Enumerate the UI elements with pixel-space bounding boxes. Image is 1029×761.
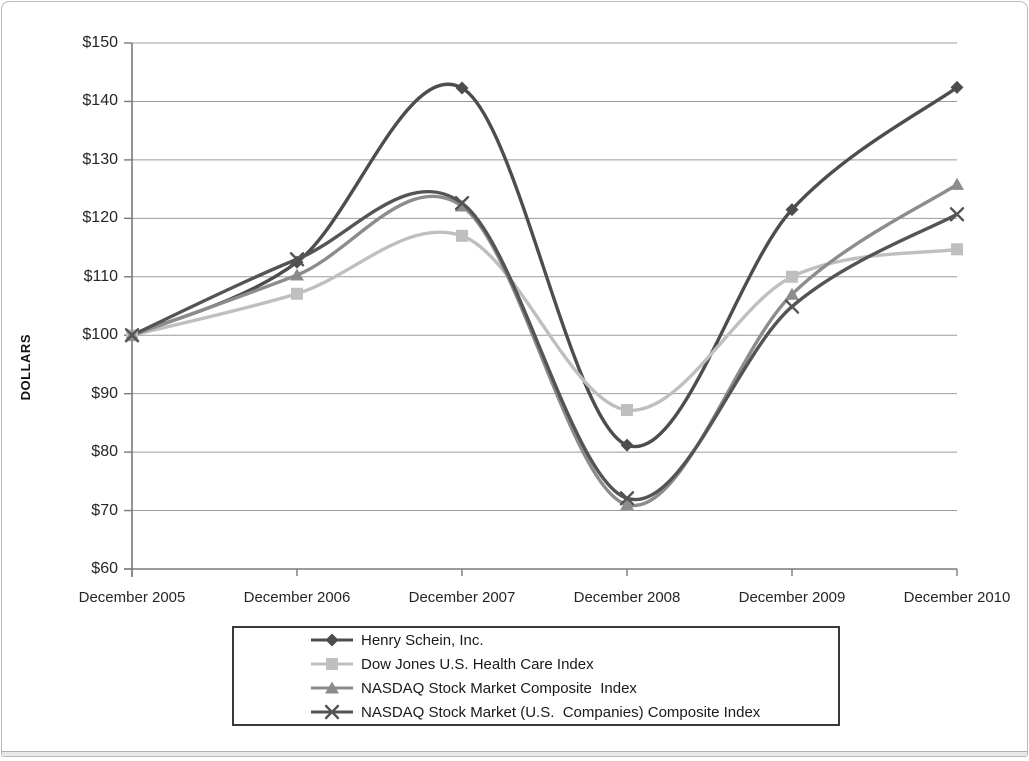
x-tick-label-december-2009: December 2009 bbox=[738, 589, 846, 606]
marker-x-december-2005 bbox=[124, 328, 140, 343]
x-tick-label-december-2008: December 2008 bbox=[573, 589, 681, 606]
marker-x-december-2007 bbox=[454, 195, 470, 211]
marker-square-december-2008 bbox=[621, 404, 633, 417]
legend-triangle-marker bbox=[325, 681, 339, 694]
x-tick-label-december-2006: December 2006 bbox=[243, 589, 351, 606]
y-tick-label-80: $80 bbox=[91, 443, 118, 461]
marker-x-december-2006 bbox=[289, 252, 305, 267]
x-tick-label-december-2005: December 2005 bbox=[78, 589, 186, 606]
y-tick-label-130: $130 bbox=[82, 150, 118, 168]
y-tick-label-120: $120 bbox=[82, 209, 118, 227]
marker-diamond-december-2010 bbox=[950, 80, 964, 94]
y-tick-label-70: $70 bbox=[91, 501, 118, 519]
legend-label-dow-jones-u-s-health-care-index: Dow Jones U.S. Health Care Index bbox=[361, 655, 594, 673]
diamond-marker-icon bbox=[311, 633, 353, 647]
legend-diamond-marker bbox=[325, 633, 339, 647]
y-tick-label-150: $150 bbox=[82, 34, 118, 51]
marker-triangle-december-2006 bbox=[290, 268, 304, 281]
legend-label-nasdaq-stock-market-u-s-companies-composite-index: NASDAQ Stock Market (U.S. Companies) Com… bbox=[361, 703, 761, 721]
legend-item-dow-jones-u-s-health-care-index: Dow Jones U.S. Health Care Index bbox=[310, 656, 838, 673]
y-tick-label-90: $90 bbox=[91, 384, 118, 402]
marker-triangle-december-2009 bbox=[785, 287, 799, 300]
legend: Henry Schein, Inc. Dow Jones U.S. Health … bbox=[232, 626, 840, 726]
legend-item-nasdaq-stock-market-u-s-companies-composite-index: NASDAQ Stock Market (U.S. Companies) Com… bbox=[310, 704, 838, 721]
frame-bottom-edge bbox=[2, 751, 1027, 756]
marker-diamond-december-2009 bbox=[785, 203, 799, 217]
y-tick-label-110: $110 bbox=[83, 267, 118, 285]
y-tick-label-60: $60 bbox=[91, 560, 118, 577]
legend-item-henry-schein-inc: Henry Schein, Inc. bbox=[310, 632, 838, 649]
marker-x-december-2008 bbox=[619, 491, 635, 506]
legend-x-marker bbox=[324, 704, 340, 720]
marker-triangle-december-2008 bbox=[620, 498, 634, 511]
y-tick-label-140: $140 bbox=[82, 92, 118, 110]
marker-triangle-december-2007 bbox=[455, 199, 469, 212]
legend-label-nasdaq-stock-market-composite-index: NASDAQ Stock Market Composite Index bbox=[361, 679, 637, 697]
marker-square-december-2007 bbox=[456, 229, 468, 242]
marker-x-december-2010 bbox=[949, 207, 965, 222]
marker-x-december-2009 bbox=[784, 299, 800, 314]
series-line-dow-jones-u-s-health-care-index bbox=[130, 230, 959, 412]
legend-item-nasdaq-stock-market-composite-index: NASDAQ Stock Market Composite Index bbox=[310, 680, 838, 697]
x-marker-icon bbox=[311, 704, 353, 720]
series-line-nasdaq-stock-market-composite-index bbox=[130, 182, 959, 508]
square-marker-icon bbox=[311, 658, 353, 670]
triangle-marker-icon bbox=[311, 681, 353, 694]
marker-square-december-2010 bbox=[951, 243, 963, 256]
y-tick-label-100: $100 bbox=[82, 326, 118, 344]
marker-diamond-december-2007 bbox=[455, 81, 469, 95]
marker-square-december-2009 bbox=[786, 270, 798, 283]
marker-triangle-december-2010 bbox=[950, 177, 964, 190]
x-tick-label-december-2007: December 2007 bbox=[408, 589, 516, 606]
y-axis-title: DOLLARS bbox=[18, 334, 33, 401]
legend-label-henry-schein-inc: Henry Schein, Inc. bbox=[361, 631, 484, 649]
marker-diamond-december-2006 bbox=[290, 255, 304, 269]
legend-square-marker bbox=[326, 658, 338, 670]
series-line-henry-schein-inc bbox=[130, 82, 959, 449]
x-tick-label-december-2010: December 2010 bbox=[903, 589, 1011, 606]
marker-square-december-2006 bbox=[291, 287, 303, 300]
marker-diamond-december-2008 bbox=[620, 438, 634, 452]
series-line-nasdaq-stock-market-u-s-companies-composite-index bbox=[130, 189, 959, 502]
